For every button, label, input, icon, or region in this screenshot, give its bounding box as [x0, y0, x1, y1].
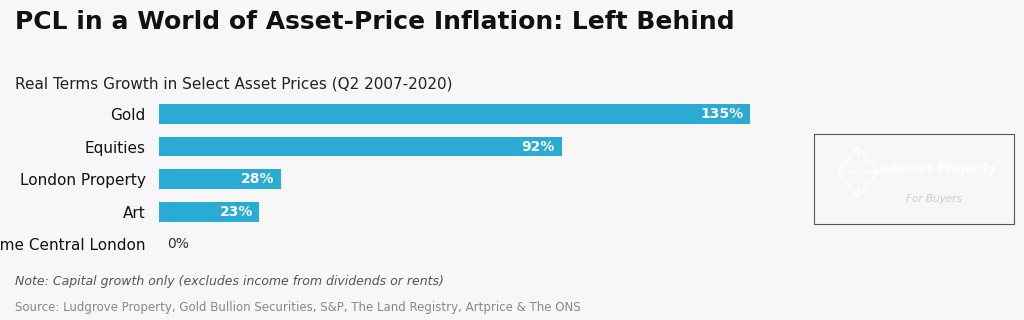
- Text: 135%: 135%: [700, 107, 743, 121]
- Text: Note: Capital growth only (excludes income from dividends or rents): Note: Capital growth only (excludes inco…: [15, 275, 444, 288]
- Text: Source: Ludgrove Property, Gold Bullion Securities, S&P, The Land Registry, Artp: Source: Ludgrove Property, Gold Bullion …: [15, 301, 581, 314]
- Bar: [159, 104, 750, 124]
- Bar: [159, 137, 561, 156]
- Bar: [159, 202, 259, 222]
- Bar: [159, 169, 282, 189]
- Text: 23%: 23%: [219, 205, 253, 219]
- Text: 0%: 0%: [168, 237, 189, 252]
- Text: For Buyers: For Buyers: [906, 194, 962, 204]
- Text: Ludgrove Property: Ludgrove Property: [871, 162, 996, 175]
- Text: Real Terms Growth in Select Asset Prices (Q2 2007-2020): Real Terms Growth in Select Asset Prices…: [15, 77, 453, 92]
- Text: 28%: 28%: [242, 172, 274, 186]
- Text: 92%: 92%: [521, 140, 555, 154]
- Text: PCL in a World of Asset-Price Inflation: Left Behind: PCL in a World of Asset-Price Inflation:…: [15, 10, 735, 34]
